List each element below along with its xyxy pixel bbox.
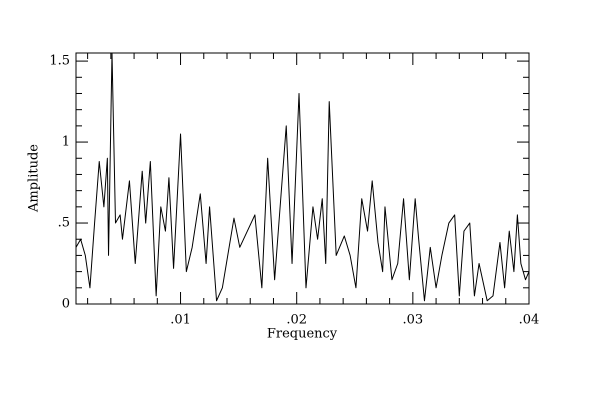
y-tick-label: 0: [62, 297, 70, 312]
x-axis-label: Frequency: [267, 327, 338, 342]
x-tick-label: .03: [403, 313, 424, 328]
y-tick-label: .5: [58, 216, 70, 231]
y-axis-label: Amplitude: [27, 144, 42, 213]
plot-frame: [75, 52, 530, 305]
x-tick-label: .04: [519, 313, 540, 328]
y-tick-label: 1: [62, 135, 70, 150]
x-tick-label: .02: [286, 313, 307, 328]
data-line: [75, 52, 530, 302]
x-tick-label: .01: [170, 313, 191, 328]
y-tick-label: 1.5: [49, 54, 70, 69]
